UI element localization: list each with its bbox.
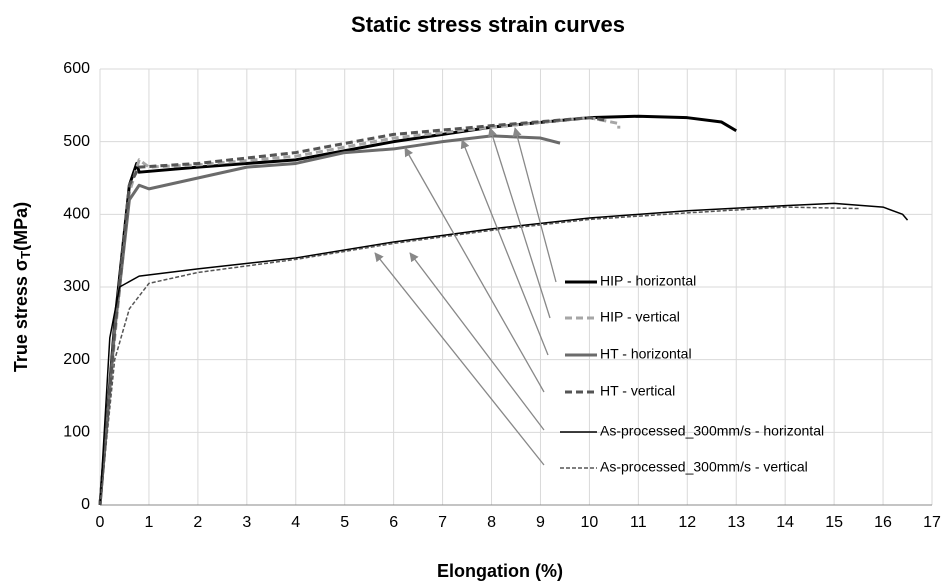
legend-label: As-processed_300mm/s - vertical bbox=[600, 459, 808, 475]
arrow bbox=[460, 139, 549, 356]
x-tick-label: 5 bbox=[340, 514, 349, 531]
y-tick-label: 400 bbox=[63, 206, 90, 223]
x-tick-label: 10 bbox=[581, 514, 599, 531]
x-axis-label: Elongation (%) bbox=[437, 561, 563, 581]
chart-title: Static stress strain curves bbox=[351, 12, 625, 37]
arrow bbox=[409, 252, 545, 431]
x-tick-label: 0 bbox=[96, 514, 105, 531]
legend-label: HT - horizontal bbox=[600, 346, 692, 362]
x-tick-label: 13 bbox=[727, 514, 745, 531]
y-label-subscript: T bbox=[18, 251, 33, 259]
x-tick-label: 7 bbox=[438, 514, 447, 531]
arrow bbox=[512, 127, 557, 283]
series-line bbox=[99, 206, 859, 506]
x-tick-label: 12 bbox=[678, 514, 696, 531]
legend-label: HIP - vertical bbox=[600, 309, 680, 325]
arrows bbox=[374, 127, 557, 466]
grid bbox=[99, 68, 933, 506]
legend-label: HIP - horizontal bbox=[600, 273, 696, 289]
x-tick-label: 11 bbox=[630, 514, 647, 531]
plot-lines bbox=[98, 114, 909, 506]
legend-label: As-processed_300mm/s - horizontal bbox=[600, 423, 824, 439]
x-tick-label: 1 bbox=[144, 514, 153, 531]
y-tick-label: 300 bbox=[63, 278, 90, 295]
arrow bbox=[488, 127, 551, 319]
x-tick-label: 3 bbox=[242, 514, 251, 531]
x-tick-label: 8 bbox=[487, 514, 496, 531]
x-tick-label: 9 bbox=[536, 514, 545, 531]
y-tick-label: 0 bbox=[81, 496, 90, 513]
legend-label: HT - vertical bbox=[600, 383, 675, 399]
y-tick-label: 200 bbox=[63, 351, 90, 368]
y-tick-label: 600 bbox=[63, 60, 90, 77]
x-tick-label: 4 bbox=[291, 514, 300, 531]
y-label-unit: (MPa) bbox=[11, 202, 31, 251]
series-line bbox=[98, 116, 605, 506]
x-tick-label: 16 bbox=[874, 514, 892, 531]
y-tick-label: 500 bbox=[63, 133, 90, 150]
arrow bbox=[374, 252, 545, 466]
y-axis-label: True stress σT(MPa) bbox=[11, 202, 34, 372]
x-tick-label: 6 bbox=[389, 514, 398, 531]
x-tick-label: 15 bbox=[825, 514, 843, 531]
x-tick-label: 17 bbox=[923, 514, 941, 531]
y-tick-label: 100 bbox=[63, 424, 90, 441]
x-tick-label: 14 bbox=[776, 514, 794, 531]
series-line bbox=[99, 202, 909, 506]
arrow bbox=[404, 147, 545, 393]
y-label-text: True stress σ bbox=[11, 259, 31, 372]
x-tick-label: 2 bbox=[193, 514, 202, 531]
series-line bbox=[98, 134, 561, 506]
